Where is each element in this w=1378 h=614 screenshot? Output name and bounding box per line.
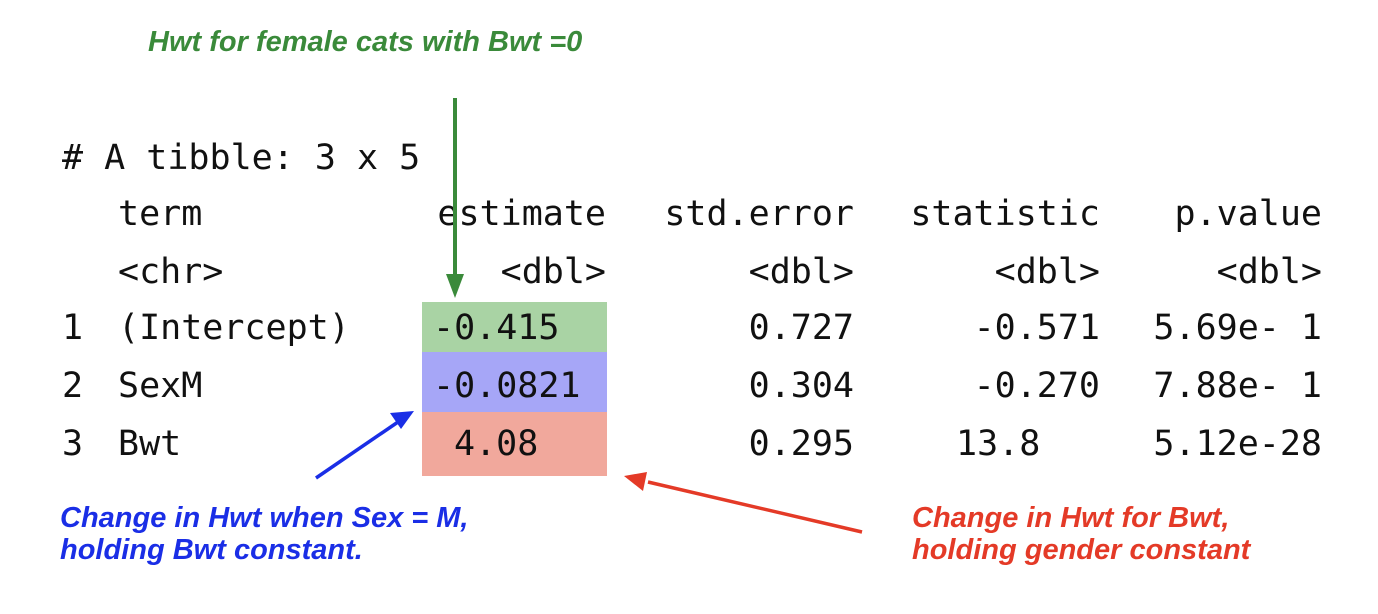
sex-estimate-highlight	[422, 352, 607, 412]
tibble-header: # A tibble: 3 x 5	[62, 138, 421, 178]
row-index: 2	[62, 366, 84, 406]
column-header-statistic: statistic	[910, 194, 1100, 234]
row-estimate: 4.08	[454, 424, 539, 464]
sex-annotation-line2: holding Bwt constant.	[60, 534, 363, 566]
row-p-value: 5.69e- 1	[1153, 308, 1322, 348]
sex-annotation-line1: Change in Hwt when Sex = M,	[60, 502, 469, 534]
bwt-annotation-line1: Change in Hwt for Bwt,	[912, 502, 1230, 534]
bwt-annotation-line2: holding gender constant	[912, 534, 1251, 566]
column-header-p-value: p.value	[1174, 194, 1322, 234]
row-index: 1	[62, 308, 84, 348]
row-term: (Intercept)	[118, 308, 350, 348]
sex-arrow	[315, 411, 414, 480]
column-type-std-error: <dbl>	[748, 252, 854, 292]
column-header-std-error: std.error	[664, 194, 854, 234]
intercept-estimate-highlight	[422, 302, 607, 352]
bwt-estimate-highlight	[422, 412, 607, 476]
row-term: SexM	[118, 366, 203, 406]
intercept-annotation: Hwt for female cats with Bwt =0	[148, 26, 583, 58]
column-type-estimate: <dbl>	[500, 252, 606, 292]
intercept-arrow	[446, 98, 464, 298]
row-term: Bwt	[118, 424, 182, 464]
column-type-term: <chr>	[118, 252, 224, 292]
row-estimate: -0.0821	[433, 366, 581, 406]
column-header-estimate: estimate	[437, 194, 606, 234]
row-std-error: 0.727	[748, 308, 854, 348]
column-type-statistic: <dbl>	[994, 252, 1100, 292]
row-std-error: 0.304	[748, 366, 854, 406]
row-p-value: 7.88e- 1	[1153, 366, 1322, 406]
row-statistic: -0.270	[973, 366, 1100, 406]
row-index: 3	[62, 424, 84, 464]
row-statistic: 13.8	[956, 424, 1041, 464]
column-header-term: term	[118, 194, 203, 234]
column-type-p-value: <dbl>	[1216, 252, 1322, 292]
row-estimate: -0.415	[433, 308, 560, 348]
row-p-value: 5.12e-28	[1153, 424, 1322, 464]
bwt-arrow	[624, 472, 863, 534]
row-std-error: 0.295	[748, 424, 854, 464]
row-statistic: -0.571	[973, 308, 1100, 348]
